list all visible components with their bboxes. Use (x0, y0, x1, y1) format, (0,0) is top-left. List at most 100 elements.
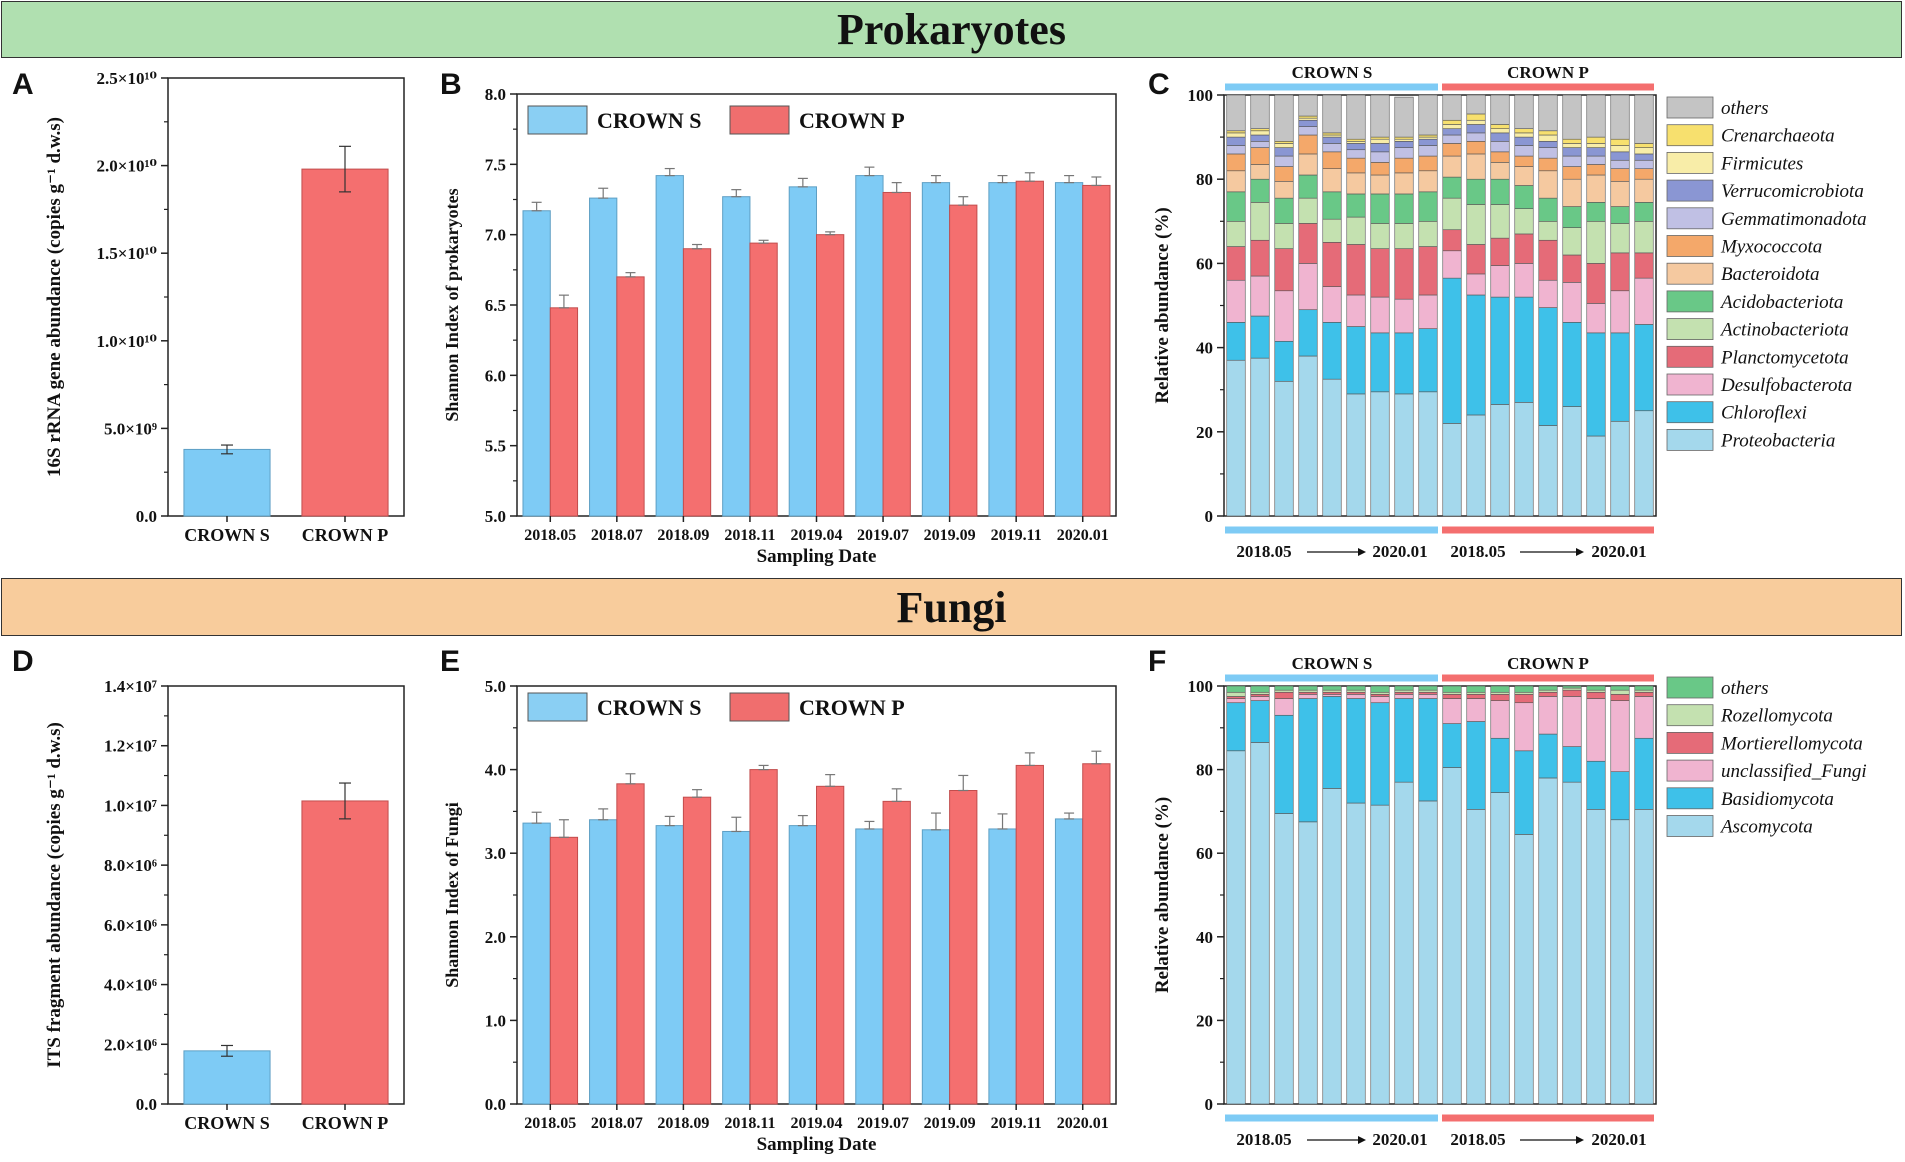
stack-segment-verrucomicrobiota (1370, 143, 1390, 153)
legend-swatch-mortierellomycota (1666, 732, 1714, 754)
stack-segment-gemmatimonadota (1634, 159, 1654, 169)
panel-letter-e: E (440, 645, 461, 678)
range-start-crown-p: 2018.05 (1450, 542, 1505, 561)
bar-crown-p (749, 769, 778, 1105)
fungi-banner: Fungi (1, 578, 1902, 636)
stack-segment-others (1442, 685, 1462, 693)
stack-segment-basidiomycota (1586, 760, 1606, 810)
stack-segment-chloroflexi (1322, 322, 1342, 380)
stack-segment-crenarchaeota (1634, 143, 1654, 148)
legend-label-basidiomycota: Basidiomycota (1721, 789, 1834, 810)
stack-segment-chloroflexi (1634, 324, 1654, 412)
stack-segment-verrucomicrobiota (1418, 138, 1438, 146)
stack-segment-planctomycetota (1562, 254, 1582, 283)
legend-swatch-verrucomicrobiota (1666, 179, 1714, 202)
stack-segment-gemmatimonadota (1610, 159, 1630, 169)
stack-segment-bacteroidota (1394, 172, 1414, 195)
stack-segment-bacteroidota (1562, 178, 1582, 207)
stack-segment-others (1322, 94, 1342, 134)
y-tick-label: 100 (1188, 86, 1214, 105)
stack-segment-verrucomicrobiota (1562, 147, 1582, 157)
stack-segment-actinobacteriota (1226, 221, 1246, 247)
stack-segment-rozellomycota (1538, 689, 1558, 693)
bar-crown-p (682, 796, 712, 1105)
y-tick-label: 6.0 (485, 366, 506, 385)
stack-segment-crenarchaeota (1514, 128, 1534, 134)
bar-crown-p (301, 800, 389, 1105)
stack-segment-desulfobacterota (1610, 290, 1630, 334)
y-tick-label: 2.0×10¹⁰ (97, 157, 157, 176)
group-label-crown-s: CROWN S (1292, 654, 1373, 673)
stack-segment-acidobacteriota (1466, 178, 1486, 205)
stack-segment-ascomycota (1490, 792, 1510, 1105)
stack-segment-actinobacteriota (1466, 204, 1486, 245)
bar-crown-p (616, 783, 645, 1105)
bar-crown-s (921, 182, 951, 517)
arrow-head (1576, 548, 1584, 556)
legend-swatch-actinobacteriota (1666, 318, 1714, 341)
stack-segment-gemmatimonadota (1250, 141, 1270, 148)
stack-segment-crenarchaeota (1394, 136, 1414, 140)
stack-segment-rozellomycota (1514, 691, 1534, 695)
stack-segment-ascomycota (1586, 809, 1606, 1105)
stack-segment-proteobacteria (1490, 404, 1510, 517)
legend-label-others: others (1721, 678, 1769, 699)
x-tick-label: 2019.07 (857, 1115, 909, 1132)
stack-segment-others (1538, 94, 1558, 132)
stack-segment-others (1538, 685, 1558, 691)
stack-segment-acidobacteriota (1394, 193, 1414, 224)
bar-crown-s (183, 1050, 271, 1105)
stack-segment-proteobacteria (1394, 393, 1414, 517)
stack-segment-chloroflexi (1538, 307, 1558, 426)
stack-segment-planctomycetota (1538, 239, 1558, 281)
stack-segment-others (1418, 94, 1438, 136)
stack-segment-planctomycetota (1322, 242, 1342, 287)
stack-segment-ascomycota (1634, 809, 1654, 1105)
stack-segment-basidiomycota (1394, 698, 1414, 783)
stack-segment-rozellomycota (1394, 689, 1414, 693)
x-tick-label: CROWN P (302, 525, 389, 545)
x-tick-label: 2018.09 (657, 1115, 709, 1132)
stack-segment-actinobacteriota (1634, 221, 1654, 254)
stack-segment-crenarchaeota (1274, 141, 1294, 144)
x-axis-label: Sampling Date (757, 546, 877, 567)
stack-segment-desulfobacterota (1418, 294, 1438, 329)
y-tick-label: 40 (1196, 339, 1213, 358)
legend-swatch-desulfobacterota (1666, 373, 1714, 396)
legend-label-gemmatimonadota: Gemmatimonadota (1721, 209, 1867, 230)
legend-swatch-gemmatimonadota (1666, 207, 1714, 230)
x-tick-label: 2020.01 (1057, 1115, 1109, 1132)
stack-segment-mortierellomycota (1394, 691, 1414, 695)
stack-segment-desulfobacterota (1274, 290, 1294, 342)
stack-segment-proteobacteria (1226, 359, 1246, 517)
y-tick-label: 6.5 (485, 296, 506, 315)
stack-segment-actinobacteriota (1490, 204, 1510, 239)
stack-segment-crenarchaeota (1346, 138, 1366, 142)
stack-segment-crenarchaeota (1442, 119, 1462, 125)
legend-swatch-chloroflexi (1666, 401, 1714, 424)
stack-segment-proteobacteria (1442, 423, 1462, 517)
stack-segment-proteobacteria (1586, 435, 1606, 517)
legend-swatch-basidiomycota (1666, 787, 1714, 810)
bar-crown-s (522, 210, 551, 517)
x-tick-label: 2018.05 (524, 527, 576, 544)
stack-segment-verrucomicrobiota (1274, 147, 1294, 157)
stack-segment-gemmatimonadota (1586, 155, 1606, 165)
stack-segment-actinobacteriota (1514, 208, 1534, 235)
y-tick-label: 100 (1188, 677, 1214, 696)
bar-crown-p (301, 168, 389, 517)
stack-segment-ascomycota (1514, 834, 1534, 1105)
stack-segment-planctomycetota (1466, 244, 1486, 275)
y-tick-label: 5.0×10⁹ (104, 419, 157, 438)
stack-segment-firmicutes (1298, 117, 1318, 121)
stack-segment-desulfobacterota (1250, 275, 1270, 317)
stack-segment-proteobacteria (1610, 420, 1630, 517)
x-tick-label: CROWN P (302, 1113, 389, 1133)
stack-segment-basidiomycota (1250, 700, 1270, 743)
group-label-crown-p: CROWN P (1507, 63, 1589, 82)
stack-segment-actinobacteriota (1250, 202, 1270, 241)
stack-segment-others (1514, 94, 1534, 129)
stack-segment-others (1274, 94, 1294, 142)
stack-segment-mortierellomycota (1634, 691, 1654, 697)
stack-segment-desulfobacterota (1490, 265, 1510, 298)
